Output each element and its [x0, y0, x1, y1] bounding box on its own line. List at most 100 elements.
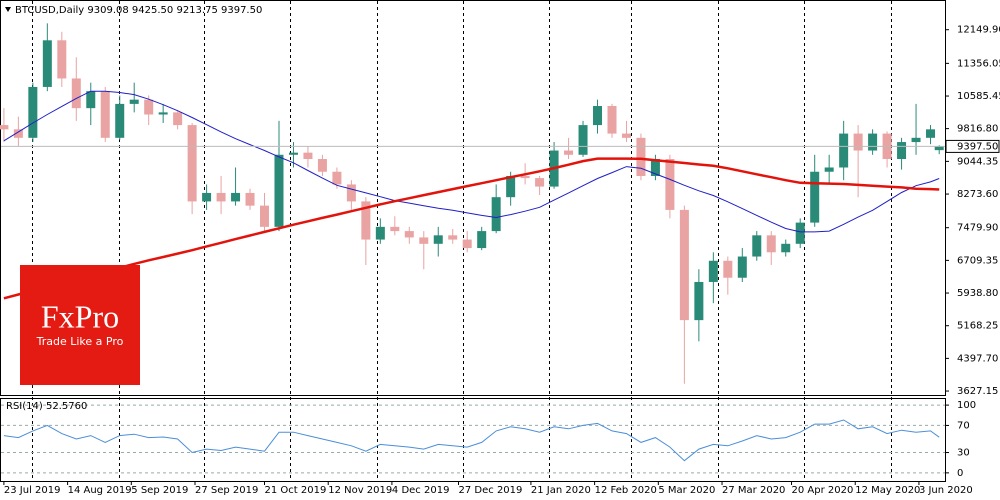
logo-tagline: Trade Like a Pro [36, 335, 124, 348]
candle-body [665, 159, 675, 210]
x-tick-label: 12 Nov 2019 [328, 485, 392, 496]
main-pane [0, 0, 946, 396]
y-tick-label: 100 [957, 400, 976, 411]
candle-body [795, 222, 805, 244]
candle-body [824, 167, 834, 172]
x-tick-label: 20 Apr 2020 [792, 485, 854, 496]
x-tick-label: 21 Jan 2020 [531, 485, 591, 496]
logo-box [20, 265, 140, 385]
candle-body [0, 125, 9, 130]
candle-body [346, 184, 356, 202]
candle-body [621, 133, 631, 138]
candle-body [868, 133, 878, 151]
y-tick-label: 5168.25 [957, 321, 998, 332]
x-tick-label: 4 Dec 2019 [392, 485, 450, 496]
candle-body [187, 125, 197, 202]
candle-body [491, 197, 501, 232]
rsi-line [3, 419, 940, 462]
candle-body [375, 226, 385, 240]
rsi-pane [0, 398, 946, 482]
candle-body [404, 231, 414, 238]
candle-body [911, 137, 921, 143]
candle-body [260, 205, 270, 227]
y-tick-label: 4397.70 [957, 353, 998, 364]
marks [0, 23, 945, 474]
candle-body [390, 226, 400, 232]
y-tick-label: 3627.15 [957, 386, 998, 397]
candle-body [115, 103, 125, 138]
candle-body [433, 235, 443, 244]
candle-body [636, 137, 646, 176]
current-price-box [945, 139, 1000, 153]
candle-body [926, 129, 936, 138]
y-tick-label: 8273.60 [957, 189, 998, 200]
x-tick-label: 12 Feb 2020 [595, 485, 657, 496]
candle-body [752, 235, 762, 257]
candle-body [86, 91, 96, 109]
y-tick-label: 0 [957, 468, 963, 479]
y-tick-label: 9044.35 [957, 156, 998, 167]
period-separators [32, 1, 892, 481]
candle-body [202, 192, 212, 202]
x-tick-label: 27 Sep 2019 [195, 485, 258, 496]
candle-body [332, 171, 342, 185]
candle-body [28, 86, 38, 138]
rsi-title: RSI(14) 52.5760 [6, 401, 87, 412]
x-tick-label: 5 Sep 2019 [131, 485, 188, 496]
candle-body [419, 237, 429, 244]
candle-body [578, 125, 588, 155]
candle-body [71, 78, 81, 109]
candle-body [477, 231, 487, 249]
x-tick-label: 27 Dec 2019 [459, 485, 523, 496]
candle-body [462, 239, 472, 249]
candle-body [781, 243, 791, 253]
candle-body [173, 112, 183, 126]
candle-body [158, 112, 168, 115]
candle-body [520, 175, 530, 179]
y-tick-label: 30 [957, 448, 970, 459]
candle-body [361, 201, 371, 240]
candle-body [216, 192, 226, 202]
y-tick-label: 5938.80 [957, 288, 998, 299]
x-tick-label: 3 Jun 2020 [919, 485, 973, 496]
candle-body [650, 159, 660, 176]
candle-body [42, 40, 52, 87]
candle-body [593, 106, 603, 126]
candle-body [934, 146, 944, 151]
y-tick-label: 6709.35 [957, 255, 998, 266]
candle-body [853, 133, 863, 151]
candle-body [231, 192, 241, 202]
x-tick-label: 23 Jul 2019 [4, 485, 61, 496]
collapse-icon [5, 7, 11, 12]
y-tick-label: 9816.80 [957, 124, 998, 135]
candle-body [100, 91, 110, 138]
chart-title: BTCUSD,Daily 9309.08 9425.50 9213.75 939… [15, 5, 262, 16]
candle-body [274, 154, 284, 227]
candle-body [564, 150, 574, 155]
x-tick-label: 21 Oct 2019 [265, 485, 327, 496]
moving-average [3, 90, 940, 233]
candle-body [766, 235, 776, 253]
candle-body [810, 171, 820, 223]
candle-body [694, 281, 704, 321]
candle-body [607, 106, 617, 134]
y-tick-label: 70 [957, 420, 970, 431]
candle-body [723, 260, 733, 278]
candle-body [245, 192, 255, 206]
candle-body [317, 159, 327, 172]
candle-body [897, 142, 907, 160]
candle-body [448, 235, 458, 240]
candle-body [303, 152, 313, 160]
candle-body [737, 256, 747, 278]
y-tick-label: 10585.45 [957, 91, 1000, 102]
candle-body [13, 129, 23, 138]
candle-body [129, 99, 139, 104]
candle-body [144, 99, 154, 115]
candle-body [506, 175, 516, 198]
candle-body [679, 209, 689, 321]
candle-body [57, 40, 67, 79]
y-tick-label: 11356.05 [957, 58, 1000, 69]
candle-body [708, 260, 718, 282]
